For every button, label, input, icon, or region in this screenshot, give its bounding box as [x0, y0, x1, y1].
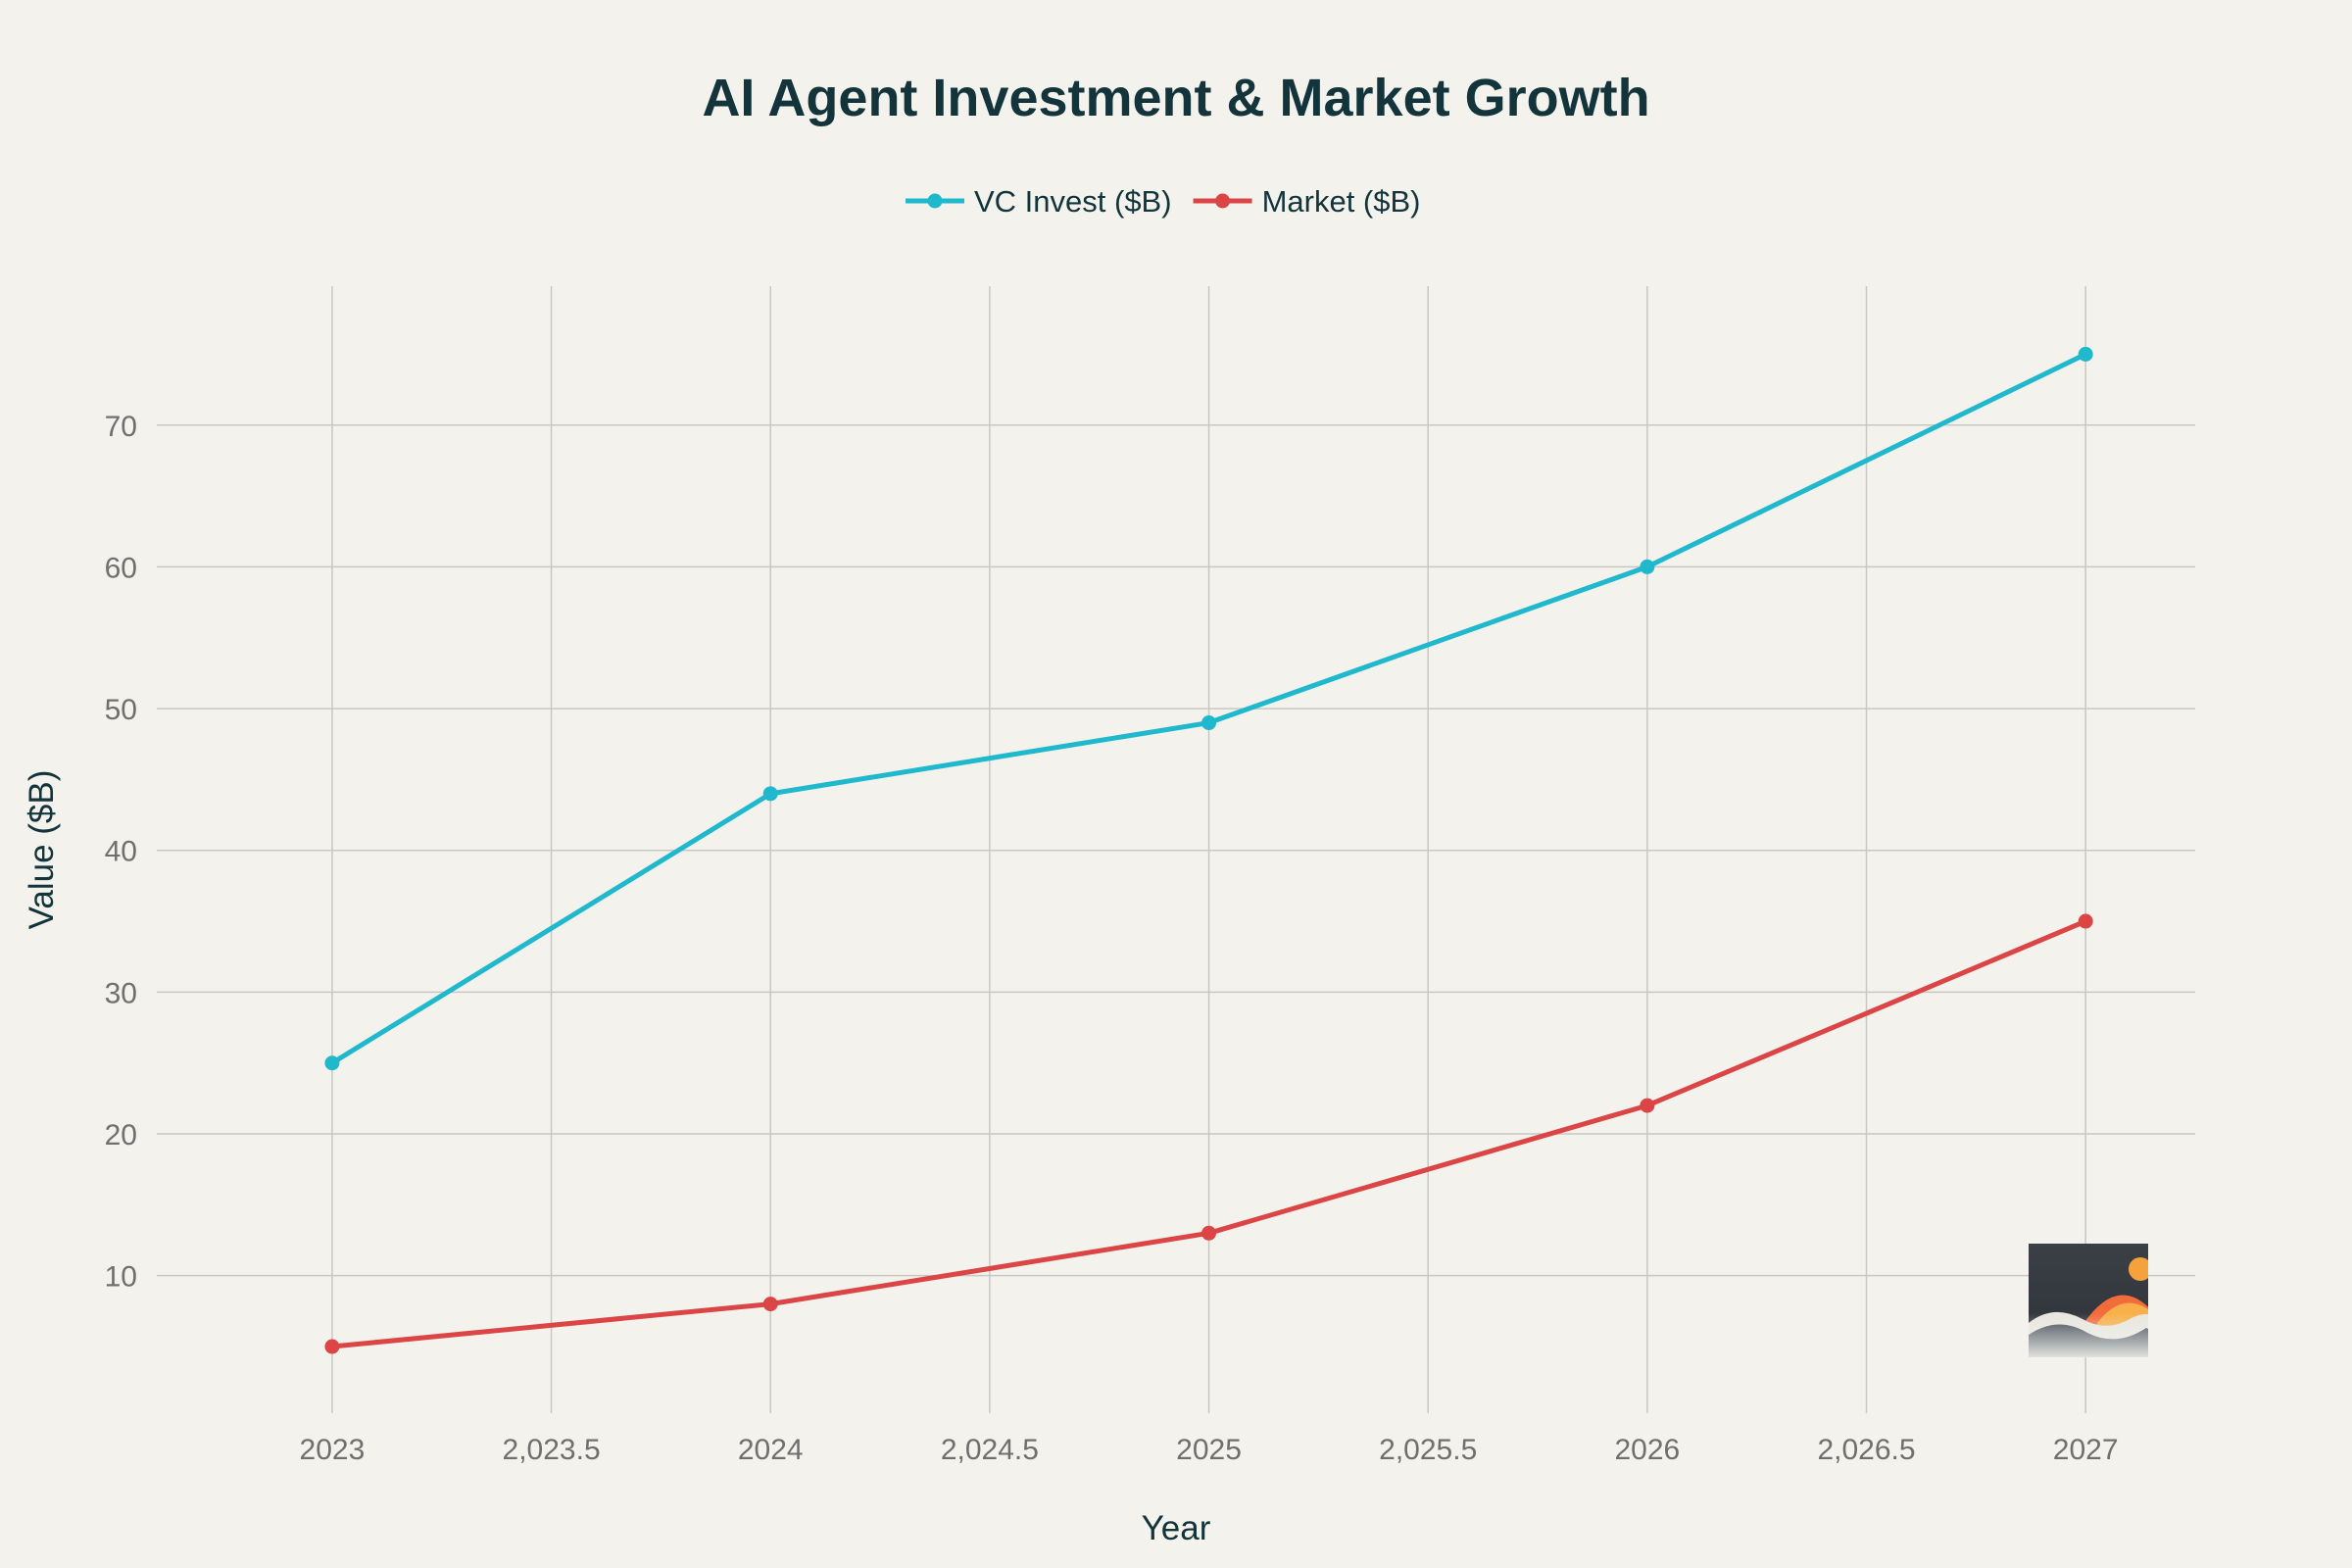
data-point[interactable] — [2078, 346, 2093, 362]
chart-title: AI Agent Investment & Market Growth — [702, 69, 1649, 127]
data-point[interactable] — [1201, 715, 1217, 731]
legend-label: VC Invest ($B) — [974, 184, 1172, 219]
legend-swatch-marker — [1215, 193, 1231, 209]
legend-item[interactable]: VC Invest ($B) — [906, 184, 1172, 219]
x-tick-label: 2025 — [1176, 1434, 1242, 1466]
legend-swatch-marker — [927, 193, 943, 209]
y-tick-label: 60 — [105, 552, 137, 584]
data-point[interactable] — [1640, 1098, 1655, 1113]
series-0 — [324, 346, 2093, 1071]
x-tick-label: 2,024.5 — [941, 1434, 1039, 1466]
x-tick-label: 2,026.5 — [1817, 1434, 1915, 1466]
data-point[interactable] — [762, 786, 778, 802]
legend-label: Market ($B) — [1262, 184, 1421, 219]
x-tick-label: 2027 — [2053, 1434, 2119, 1466]
y-axis-ticks: 10 20 30 40 50 60 70 — [105, 411, 137, 1294]
x-tick-label: 2,023.5 — [503, 1434, 601, 1466]
data-point[interactable] — [324, 1055, 340, 1071]
series-1 — [324, 913, 2093, 1354]
watermark-landscape-image — [2029, 1244, 2148, 1357]
series-layer — [324, 346, 2093, 1354]
y-tick-label: 10 — [105, 1261, 137, 1294]
data-point[interactable] — [324, 1339, 340, 1354]
y-tick-label: 20 — [105, 1119, 137, 1152]
grid — [157, 286, 2195, 1413]
legend[interactable]: VC Invest ($B) Market ($B) — [906, 184, 1420, 219]
y-tick-label: 40 — [105, 836, 137, 868]
y-tick-label: 70 — [105, 411, 137, 443]
y-tick-label: 30 — [105, 977, 137, 1009]
data-point[interactable] — [1640, 559, 1655, 574]
x-axis-ticks: 2023 2,023.5 2024 2,024.5 2025 2,025.5 2026 2,0… — [300, 1434, 2119, 1466]
data-point[interactable] — [762, 1297, 778, 1312]
x-tick-label: 2026 — [1614, 1434, 1680, 1466]
data-point[interactable] — [1201, 1225, 1217, 1241]
data-point[interactable] — [2078, 913, 2093, 929]
x-axis-title: Year — [1142, 1509, 1211, 1547]
y-axis-title: Value ($B) — [23, 770, 61, 930]
legend-item[interactable]: Market ($B) — [1193, 184, 1421, 219]
y-tick-label: 50 — [105, 694, 137, 726]
x-tick-label: 2,025.5 — [1379, 1434, 1477, 1466]
x-tick-label: 2024 — [738, 1434, 804, 1466]
x-tick-label: 2023 — [300, 1434, 366, 1466]
